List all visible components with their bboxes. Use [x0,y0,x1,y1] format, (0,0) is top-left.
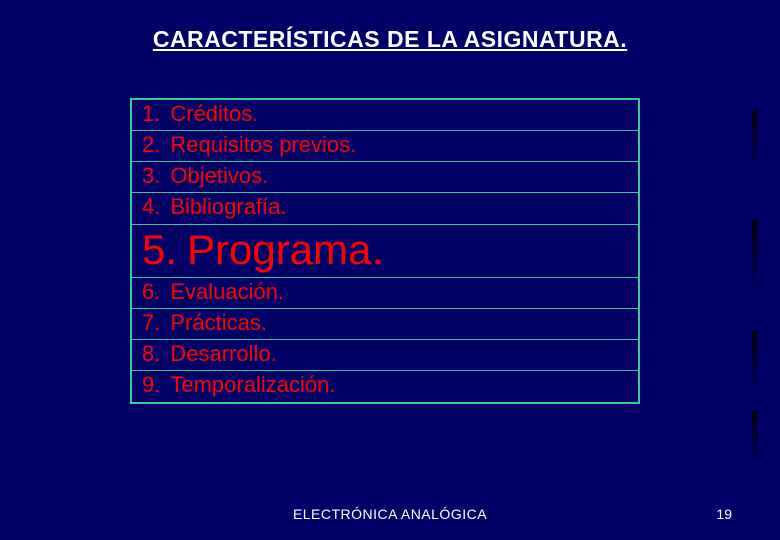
decorative-streak [752,409,758,467]
outline-item: 7. Prácticas. [132,309,638,340]
outline-item: 1. Créditos. [132,100,638,131]
item-label: Evaluación. [170,278,284,306]
item-label: Créditos. [170,100,258,128]
outline-item-current: 5. Programa. [132,225,638,278]
slide-number: 19 [716,506,732,522]
item-label: Bibliografía. [170,193,286,221]
outline-item: 4. Bibliografía. [132,193,638,224]
decorative-streak [752,329,758,392]
item-number: 2. [142,131,160,159]
decorative-streak [752,219,758,292]
item-number: 8. [142,340,160,368]
item-number: 4. [142,193,160,221]
item-number: 7. [142,309,160,337]
item-number: 3. [142,162,160,190]
item-label: Programa. [187,225,383,275]
item-number: 5. [142,225,177,275]
decorative-streak [752,109,758,172]
item-number: 1. [142,100,160,128]
item-label: Objetivos. [170,162,268,190]
item-number: 6. [142,278,160,306]
outline-item: 3. Objetivos. [132,162,638,193]
outline-item: 6. Evaluación. [132,278,638,309]
slide-title: CARACTERÍSTICAS DE LA ASIGNATURA. [0,26,780,53]
outline-item: 8. Desarrollo. [132,340,638,371]
item-number: 9. [142,371,160,399]
item-label: Temporalización. [170,371,335,399]
item-label: Requisitos previos. [170,131,356,159]
outline-item: 9. Temporalización. [132,371,638,401]
footer-subject: ELECTRÓNICA ANALÓGICA [0,506,780,522]
outline-item: 2. Requisitos previos. [132,131,638,162]
outline-box: 1. Créditos. 2. Requisitos previos. 3. O… [130,98,640,404]
item-label: Prácticas. [170,309,267,337]
item-label: Desarrollo. [170,340,276,368]
